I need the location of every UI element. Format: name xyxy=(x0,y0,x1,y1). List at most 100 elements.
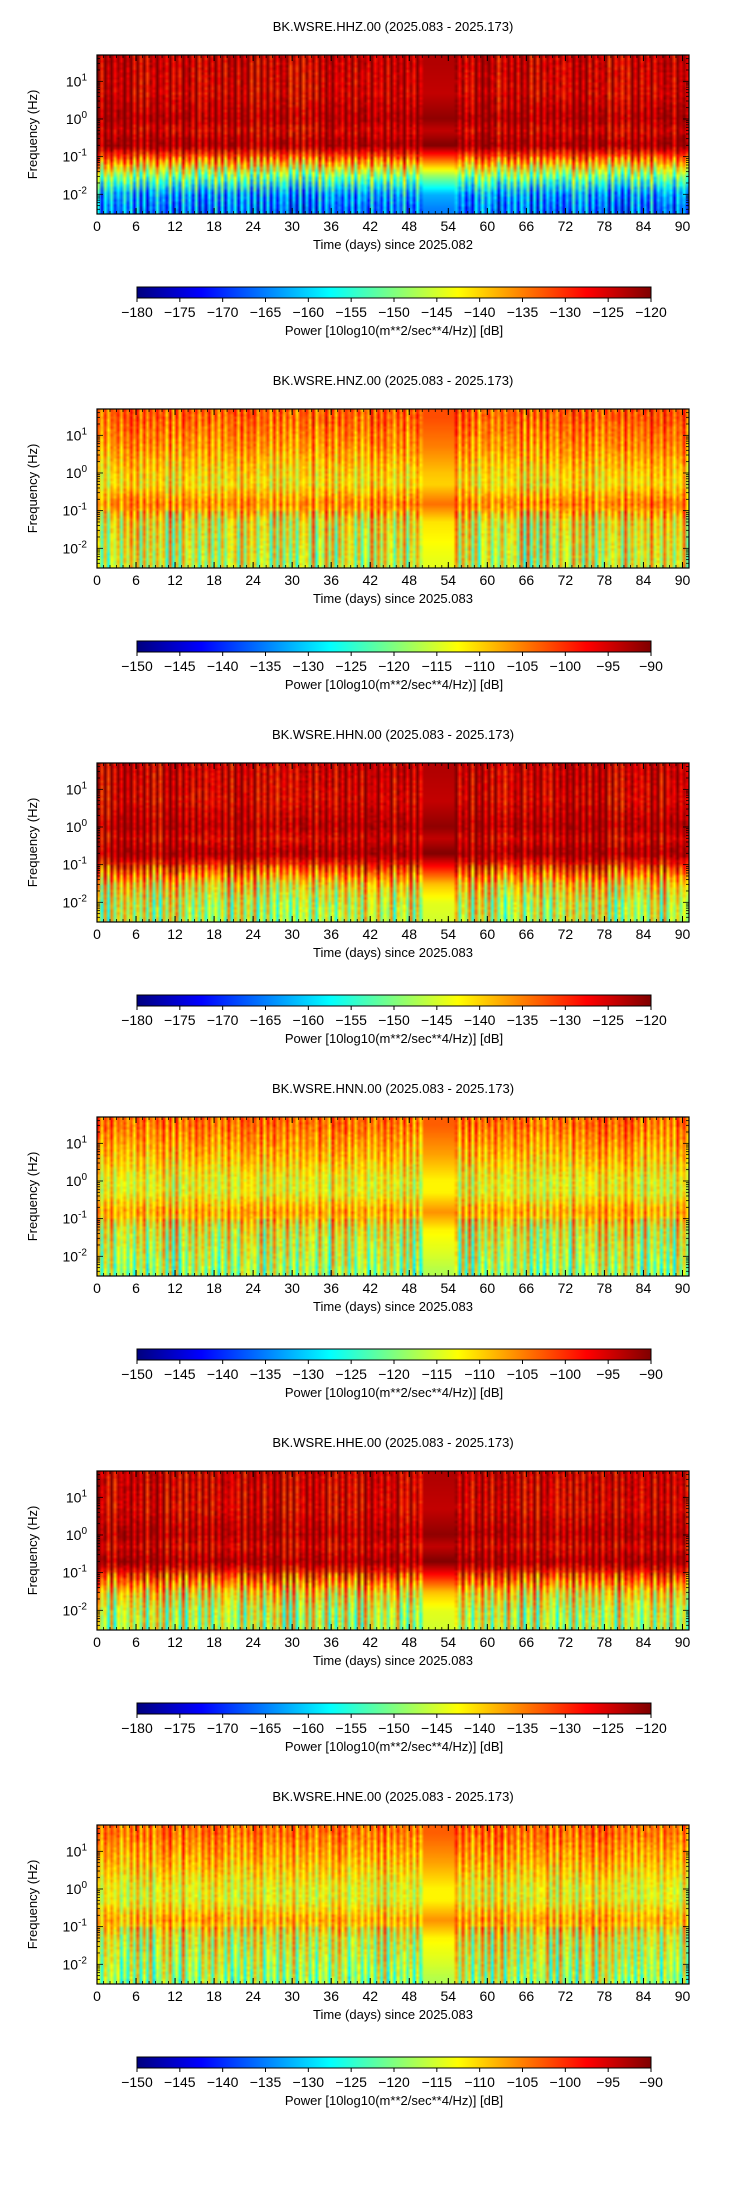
chart-title: BK.WSRE.HHZ.00 (2025.083 - 2025.173) xyxy=(273,19,514,34)
colorbar-tick-label: −145 xyxy=(164,1366,196,1382)
colorbar-tick-label: −95 xyxy=(596,1366,620,1382)
colorbar-label: Power [10log10(m**2/sec**4/Hz)] [dB] xyxy=(285,323,503,338)
x-tick-label: 78 xyxy=(597,218,613,234)
x-tick-label: 48 xyxy=(401,1280,417,1296)
x-axis-label: Time (days) since 2025.083 xyxy=(313,1299,473,1314)
spectrogram-panel: BK.WSRE.HHN.00 (2025.083 - 2025.173) 0 6 12… xyxy=(25,727,690,1046)
x-tick-label: 30 xyxy=(284,1280,300,1296)
x-tick-label: 60 xyxy=(480,218,496,234)
x-tick-label: 24 xyxy=(245,1280,261,1296)
x-tick-label: 42 xyxy=(362,1280,378,1296)
plot-frame xyxy=(96,1116,690,1277)
x-tick-label: 0 xyxy=(93,1280,101,1296)
colorbar-tick-label: −90 xyxy=(639,2074,663,2090)
colorbar-tick-label: −95 xyxy=(596,2074,620,2090)
x-tick-label: 18 xyxy=(206,218,222,234)
x-tick-label: 6 xyxy=(132,1280,140,1296)
x-tick-label: 42 xyxy=(362,1634,378,1650)
colorbar-tick-label: −140 xyxy=(207,1366,239,1382)
colorbar-label: Power [10log10(m**2/sec**4/Hz)] [dB] xyxy=(285,1739,503,1754)
colorbar-tick-label: −130 xyxy=(293,1366,325,1382)
x-tick-label: 84 xyxy=(636,218,652,234)
x-tick-label: 42 xyxy=(362,572,378,588)
colorbar-tick-label: −110 xyxy=(464,1366,495,1382)
colorbar xyxy=(136,640,652,653)
colorbar-tick-label: −130 xyxy=(550,1720,582,1736)
x-tick-label: 60 xyxy=(480,1280,496,1296)
y-tick-label: 101 xyxy=(66,1488,88,1505)
x-tick-label: 18 xyxy=(206,1988,222,2004)
colorbar-label: Power [10log10(m**2/sec**4/Hz)] [dB] xyxy=(285,1385,503,1400)
x-tick-label: 72 xyxy=(558,218,574,234)
x-tick-label: 54 xyxy=(441,572,457,588)
plot-frame xyxy=(96,762,690,923)
x-tick-label: 24 xyxy=(245,572,261,588)
x-tick-label: 12 xyxy=(167,218,183,234)
x-tick-label: 6 xyxy=(132,926,140,942)
y-tick-label: 100 xyxy=(66,818,88,835)
x-tick-label: 42 xyxy=(362,1988,378,2004)
spectrogram-panel: BK.WSRE.HNN.00 (2025.083 - 2025.173) 0 6 12… xyxy=(25,1081,690,1400)
x-tick-label: 90 xyxy=(675,1280,691,1296)
x-tick-label: 6 xyxy=(132,1634,140,1650)
y-tick-label: 10-2 xyxy=(63,1247,88,1264)
colorbar-tick-label: −145 xyxy=(164,2074,196,2090)
colorbar-tick-label: −90 xyxy=(639,1366,663,1382)
x-tick-label: 90 xyxy=(675,1988,691,2004)
chart-title: BK.WSRE.HHE.00 (2025.083 - 2025.173) xyxy=(272,1435,513,1450)
x-tick-label: 54 xyxy=(441,1988,457,2004)
y-tick-label: 101 xyxy=(66,426,88,443)
spectrogram-panel: BK.WSRE.HNE.00 (2025.083 - 2025.173) 0 6 12… xyxy=(25,1789,690,2108)
x-tick-label: 78 xyxy=(597,926,613,942)
x-tick-label: 54 xyxy=(441,1634,457,1650)
colorbar-tick-label: −145 xyxy=(421,304,453,320)
x-tick-label: 24 xyxy=(245,218,261,234)
colorbar-tick-label: −155 xyxy=(335,1012,367,1028)
colorbar-tick-label: −150 xyxy=(378,1012,410,1028)
x-tick-label: 24 xyxy=(245,1988,261,2004)
spectrogram-panel: BK.WSRE.HHE.00 (2025.083 - 2025.173) 0 6 12… xyxy=(25,1435,690,1754)
x-tick-label: 36 xyxy=(323,1988,339,2004)
spectrogram-image xyxy=(97,1471,689,1630)
colorbar-tick-label: −120 xyxy=(635,1012,667,1028)
colorbar-tick-label: −110 xyxy=(464,2074,495,2090)
x-tick-label: 0 xyxy=(93,218,101,234)
x-axis-label: Time (days) since 2025.082 xyxy=(313,237,473,252)
colorbar-tick-label: −180 xyxy=(121,1012,153,1028)
colorbar-tick-label: −160 xyxy=(293,304,325,320)
colorbar-tick-label: −165 xyxy=(250,1012,282,1028)
x-tick-label: 66 xyxy=(519,218,535,234)
x-tick-label: 60 xyxy=(480,1634,496,1650)
colorbar xyxy=(136,2056,652,2069)
colorbar-tick-label: −120 xyxy=(635,304,667,320)
x-tick-label: 30 xyxy=(284,926,300,942)
colorbar-tick-label: −130 xyxy=(293,2074,325,2090)
x-tick-label: 42 xyxy=(362,926,378,942)
y-tick-label: 101 xyxy=(66,780,88,797)
x-tick-label: 66 xyxy=(519,572,535,588)
y-tick-label: 100 xyxy=(66,110,88,127)
x-axis-label: Time (days) since 2025.083 xyxy=(313,945,473,960)
y-tick-label: 10-2 xyxy=(63,1955,88,1972)
colorbar-tick-label: −120 xyxy=(378,658,410,674)
colorbar-tick-label: −105 xyxy=(507,1366,539,1382)
colorbar-tick-label: −160 xyxy=(293,1720,325,1736)
y-tick-label: 10-1 xyxy=(63,502,88,519)
colorbar-tick-label: −90 xyxy=(639,658,663,674)
x-tick-label: 84 xyxy=(636,1634,652,1650)
colorbar-tick-label: −145 xyxy=(421,1720,453,1736)
x-tick-label: 60 xyxy=(480,1988,496,2004)
x-tick-label: 48 xyxy=(401,1988,417,2004)
x-tick-label: 30 xyxy=(284,1634,300,1650)
x-tick-label: 90 xyxy=(675,926,691,942)
x-tick-label: 30 xyxy=(284,218,300,234)
colorbar-tick-label: −170 xyxy=(207,1720,239,1736)
colorbar-tick-label: −165 xyxy=(250,1720,282,1736)
x-tick-label: 42 xyxy=(362,218,378,234)
x-tick-label: 0 xyxy=(93,1634,101,1650)
x-tick-label: 36 xyxy=(323,1634,339,1650)
colorbar-tick-label: −140 xyxy=(207,658,239,674)
colorbar-tick-label: −130 xyxy=(550,1012,582,1028)
x-tick-label: 12 xyxy=(167,1634,183,1650)
colorbar-tick-label: −105 xyxy=(507,2074,539,2090)
